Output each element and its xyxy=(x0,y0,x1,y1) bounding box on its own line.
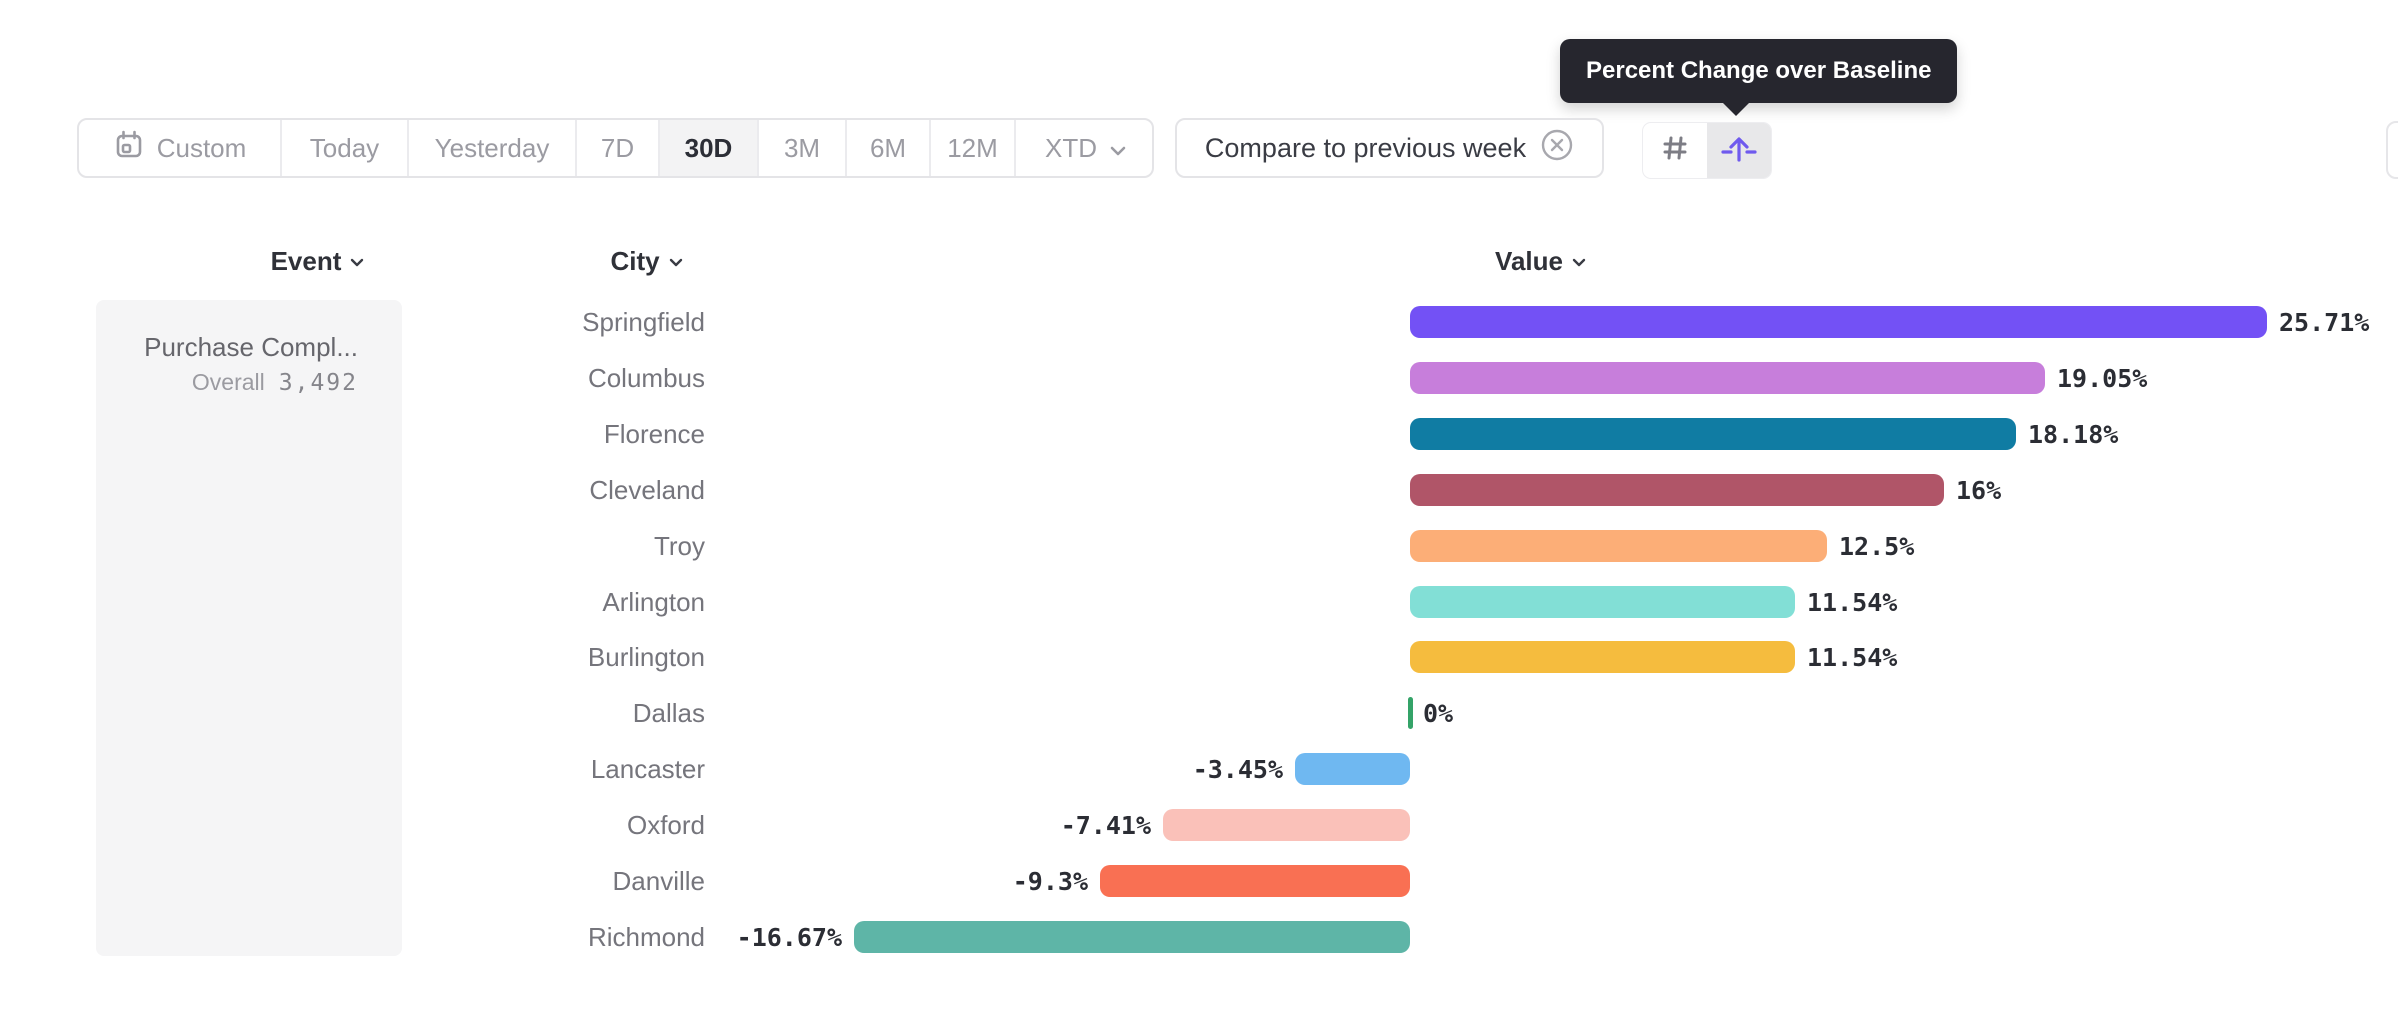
compare-chip-label: Compare to previous week xyxy=(1204,132,1527,163)
value-label: 12.5% xyxy=(1839,531,1915,561)
date-range-label: 30D xyxy=(684,132,733,163)
date-range-label: XTD xyxy=(1045,132,1097,163)
bar[interactable] xyxy=(1295,753,1410,786)
bar-row: Burlington 11.54% xyxy=(0,629,2398,685)
bar-row: Cleveland 16% xyxy=(0,462,2398,518)
date-range-label: 6M xyxy=(869,132,907,163)
bar[interactable] xyxy=(1410,417,2016,450)
date-range-6m[interactable]: 6M xyxy=(847,120,931,176)
toggle-raw-values[interactable] xyxy=(1643,123,1707,178)
bar[interactable] xyxy=(1163,809,1410,842)
city-label: Florence xyxy=(603,418,705,449)
city-label: Richmond xyxy=(587,921,705,952)
value-label: 0% xyxy=(1423,699,1454,729)
city-label: Arlington xyxy=(602,586,705,617)
metric-value: 3,492 xyxy=(278,370,358,396)
column-header-label: Value xyxy=(1495,245,1563,276)
date-range-today[interactable]: Today xyxy=(282,120,409,176)
bar-row: Arlington 11.54% xyxy=(0,574,2398,630)
column-header-value[interactable]: Value xyxy=(1471,244,1611,278)
metric-label: Overall xyxy=(191,369,265,395)
date-range-xtd[interactable]: XTD xyxy=(1016,120,1152,176)
bar-row: Oxford -7.41% xyxy=(0,797,2398,853)
event-panel[interactable]: Purchase Compl... Overall 3,492 xyxy=(96,300,402,956)
date-range-label: Custom xyxy=(156,132,247,163)
bar[interactable] xyxy=(1100,865,1410,897)
tooltip: Percent Change over Baseline xyxy=(1560,39,1958,103)
chevron-down-icon xyxy=(669,258,682,267)
date-range-label: 12M xyxy=(947,132,998,163)
bar-row: Richmond -16.67% xyxy=(0,909,2398,965)
date-range-3m[interactable]: 3M xyxy=(759,120,847,176)
toggle-percent-change-baseline[interactable] xyxy=(1707,123,1771,178)
bar-row: Columbus 19.05% xyxy=(0,350,2398,406)
city-label: Columbus xyxy=(587,362,705,393)
date-range-12m[interactable]: 12M xyxy=(931,120,1016,176)
bar-row: Springfield 25.71% xyxy=(0,294,2398,350)
city-label: Danville xyxy=(612,866,706,896)
hash-grid-icon xyxy=(1658,131,1692,170)
zero-baseline-tick[interactable] xyxy=(1408,697,1413,730)
chevron-down-icon xyxy=(1109,133,1127,164)
x-circle-icon[interactable] xyxy=(1540,128,1574,169)
city-label: Cleveland xyxy=(589,474,705,505)
event-name: Purchase Compl... xyxy=(144,332,358,362)
date-range-toolbar: Custom Today Yesterday 7D 30D 3M 6M 12M … xyxy=(77,118,1154,178)
value-label: 19.05% xyxy=(2057,363,2148,393)
value-label: -3.45% xyxy=(1192,755,1283,785)
value-label: 16% xyxy=(1956,475,2002,505)
value-label: 18.18% xyxy=(2028,419,2119,449)
bar[interactable] xyxy=(854,920,1410,953)
date-range-7d[interactable]: 7D xyxy=(577,120,660,176)
date-range-label: Today xyxy=(309,132,380,163)
bar[interactable] xyxy=(1410,641,1795,674)
value-label: -16.67% xyxy=(736,922,842,952)
city-label: Oxford xyxy=(626,810,705,841)
date-range-label: Yesterday xyxy=(434,132,550,163)
column-header-event[interactable]: Event xyxy=(258,244,378,278)
bar-row: Florence 18.18% xyxy=(0,406,2398,462)
bar-row: Troy 12.5% xyxy=(0,518,2398,574)
city-label: Burlington xyxy=(587,642,705,673)
chevron-down-icon xyxy=(351,258,364,267)
baseline-arrow-icon xyxy=(1719,131,1759,170)
calendar-icon xyxy=(113,129,145,168)
bar-row: Danville -9.3% xyxy=(0,853,2398,909)
value-label: -7.41% xyxy=(1060,811,1151,841)
value-label: 11.54% xyxy=(1807,643,1898,673)
column-header-label: Event xyxy=(270,245,342,276)
bar[interactable] xyxy=(1410,529,1827,562)
column-header-label: City xyxy=(610,245,660,276)
date-range-yesterday[interactable]: Yesterday xyxy=(409,120,577,176)
date-range-label: 3M xyxy=(783,132,821,163)
bar[interactable] xyxy=(1410,306,2267,338)
column-header-city[interactable]: City xyxy=(577,244,717,278)
chevron-down-icon xyxy=(1572,258,1586,267)
city-label: Lancaster xyxy=(590,754,705,785)
date-range-custom[interactable]: Custom xyxy=(79,120,282,176)
tooltip-arrow xyxy=(1721,101,1751,116)
date-range-label: 7D xyxy=(600,132,635,163)
bar-row: Lancaster -3.45% xyxy=(0,741,2398,797)
overflow-button[interactable] xyxy=(2386,121,2398,179)
city-label: Dallas xyxy=(632,698,705,729)
city-label: Troy xyxy=(653,530,705,561)
date-range-30d[interactable]: 30D xyxy=(660,120,759,176)
value-label: 25.71% xyxy=(2279,308,2370,337)
event-metric: Overall 3,492 xyxy=(96,368,358,397)
value-label: 11.54% xyxy=(1807,587,1898,617)
bar[interactable] xyxy=(1410,361,2045,394)
value-label: -9.3% xyxy=(1012,867,1088,896)
city-label: Springfield xyxy=(582,307,705,337)
bar[interactable] xyxy=(1410,585,1795,618)
compare-chip[interactable]: Compare to previous week xyxy=(1175,118,1604,178)
bar-row: Dallas 0% xyxy=(0,685,2398,741)
bar[interactable] xyxy=(1410,473,1944,506)
value-display-toggle xyxy=(1642,122,1772,179)
